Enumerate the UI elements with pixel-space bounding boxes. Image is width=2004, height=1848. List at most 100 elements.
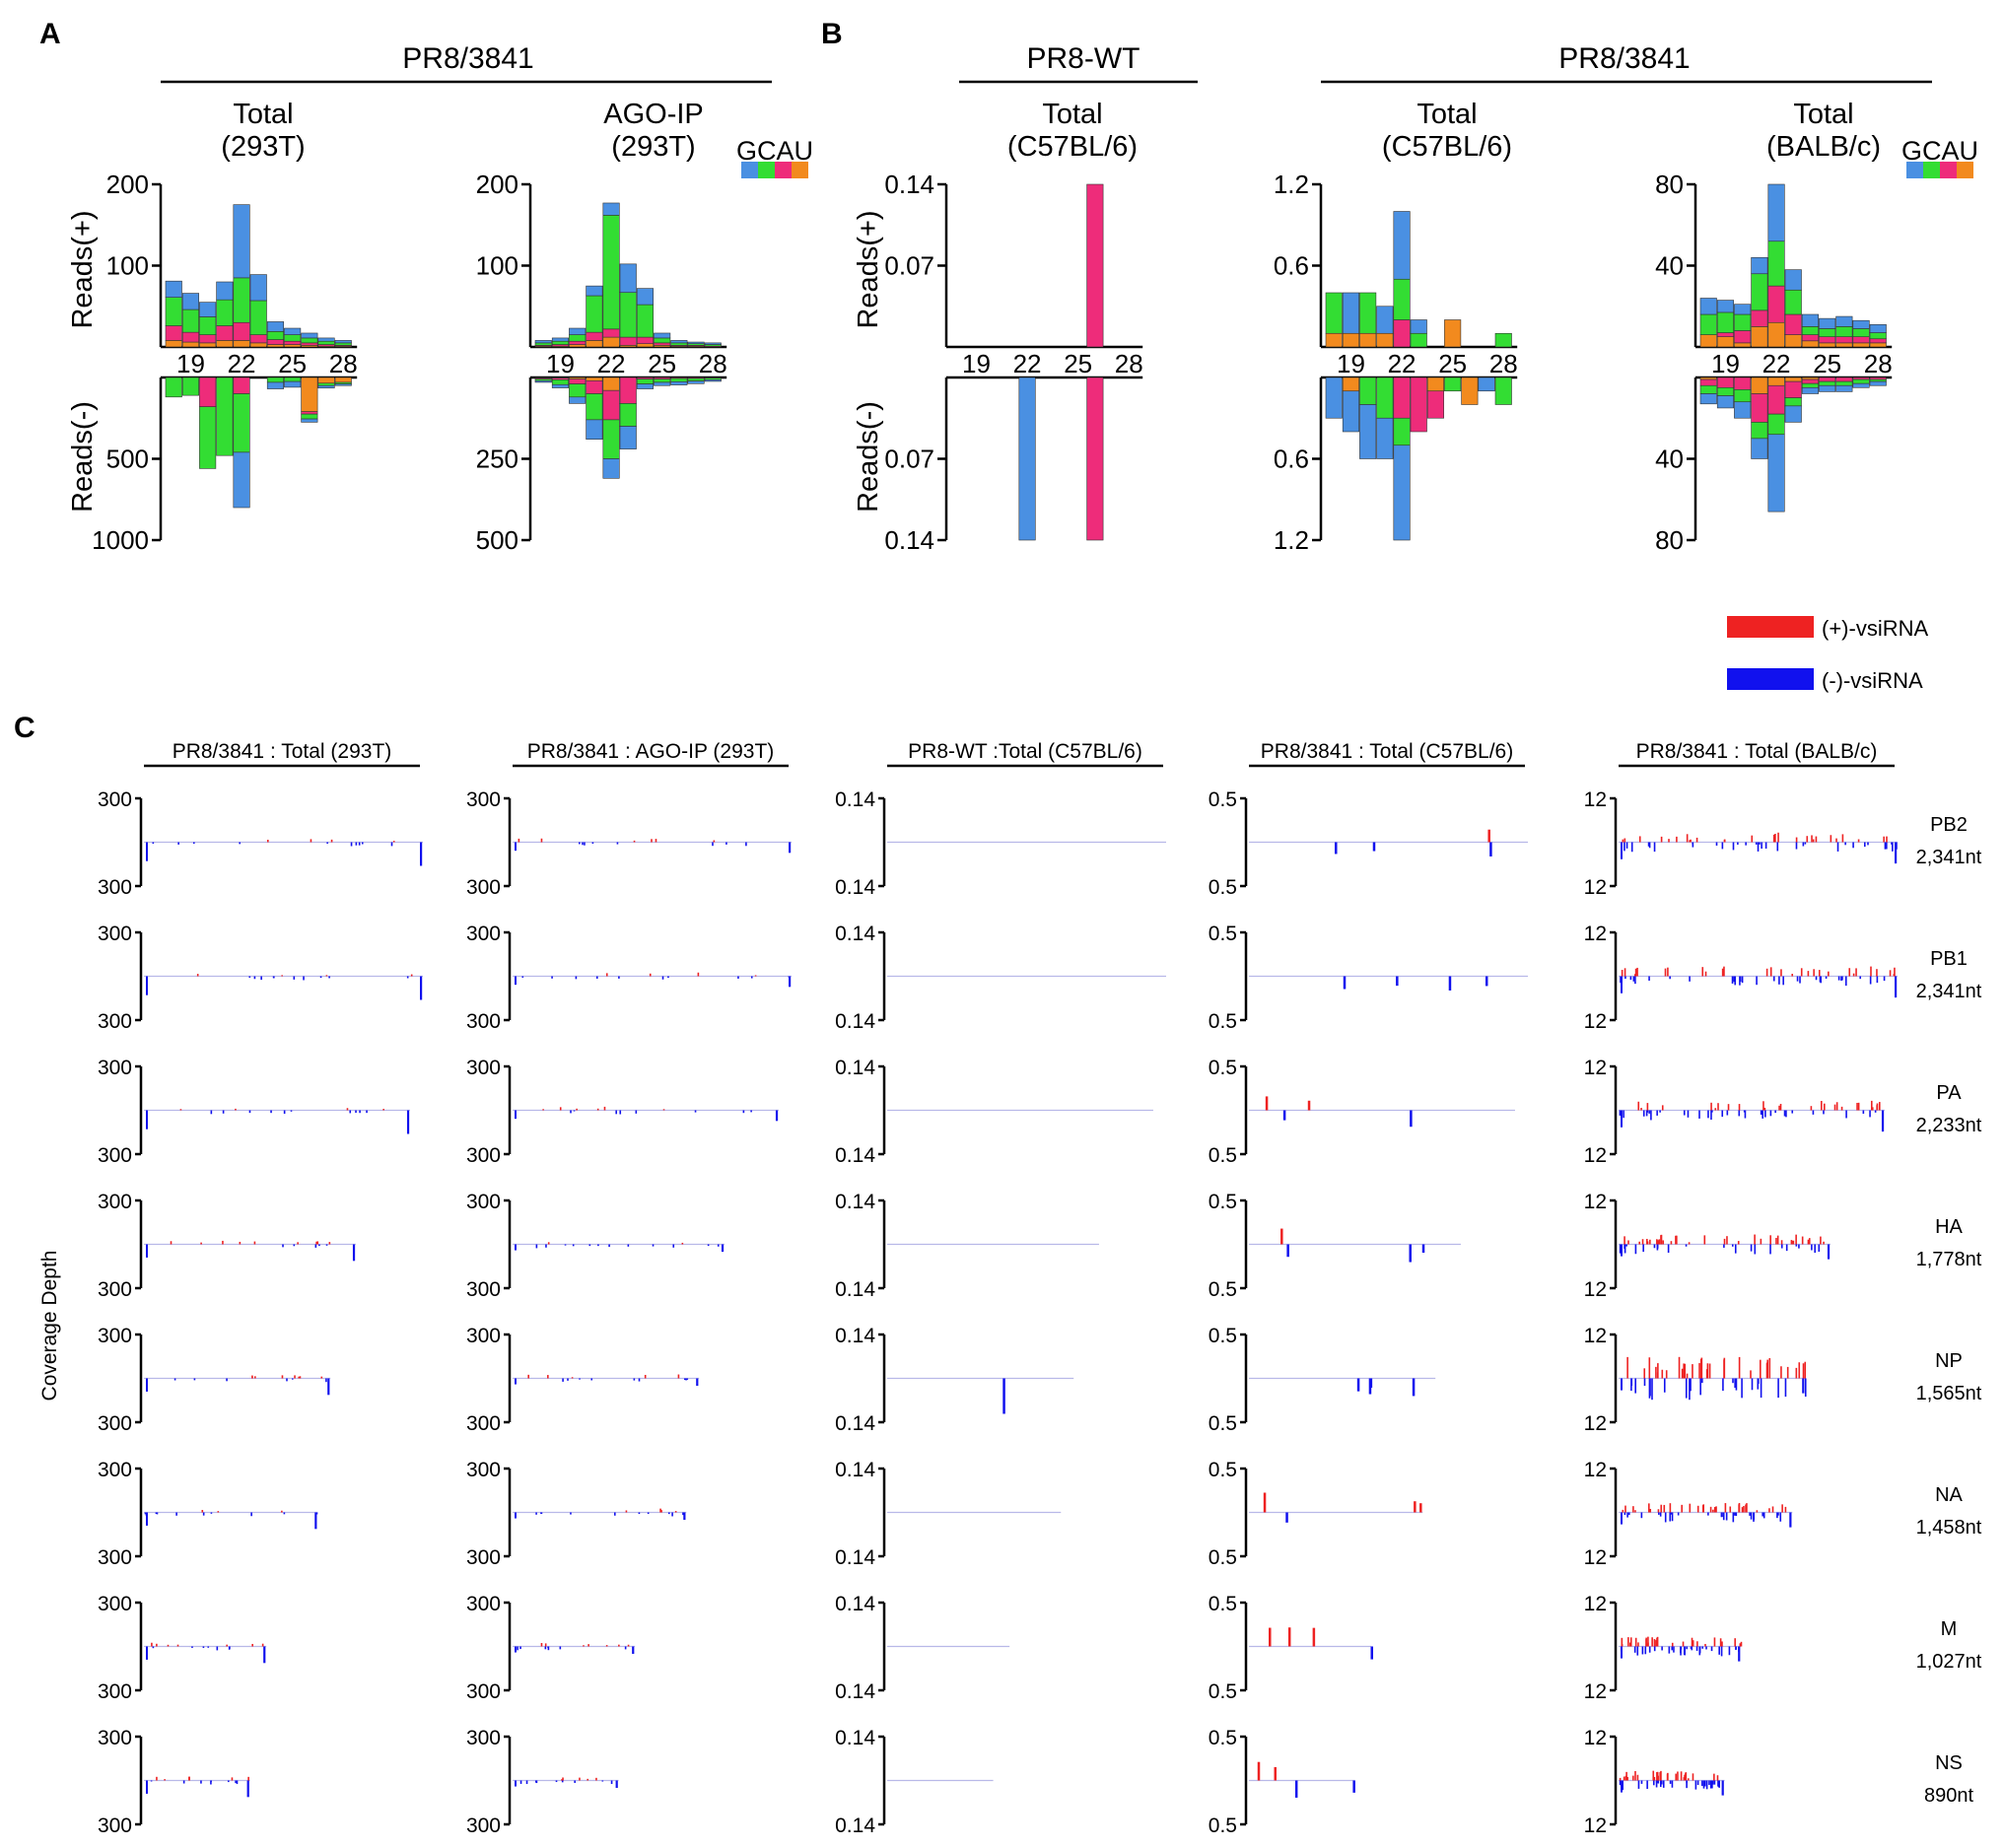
coverage-minus-spike — [1757, 842, 1760, 852]
hist-x-tick-label: 19 — [546, 349, 575, 378]
pos-bar-24-C — [636, 304, 655, 338]
coverage-minus-spike — [547, 1646, 549, 1648]
hist-x-tick-label: 28 — [1115, 349, 1143, 378]
coverage-plus-spike — [1688, 1242, 1691, 1245]
coverage-plus-spike — [603, 1106, 606, 1111]
pos-bar-22-A — [233, 321, 250, 341]
coverage-plus-spike — [1696, 1641, 1698, 1647]
neg-bar-28-G — [704, 379, 722, 382]
coverage-track-PB1: 0.5 0.5 — [1209, 923, 1528, 1033]
coverage-minus-spike — [1715, 842, 1718, 846]
coverage-minus-spike — [420, 842, 423, 866]
coverage-minus-spike — [1002, 1378, 1005, 1414]
coverage-minus-spike — [325, 1244, 328, 1246]
hist-x-tick-label: 19 — [1711, 349, 1740, 378]
coverage-plus-spike — [542, 1109, 544, 1111]
coverage-plus-spike — [235, 1108, 237, 1111]
neg-bar-22-G — [602, 458, 620, 479]
pos-bar-24-C — [1801, 326, 1819, 335]
coverage-plus-spike — [1632, 1775, 1634, 1781]
coverage-plus-spike — [1669, 1503, 1672, 1513]
plus-vsirna-swatch — [1727, 616, 1814, 638]
coverage-minus-spike — [207, 1646, 210, 1648]
pos-bar-22-A — [602, 328, 620, 338]
coverage-plus-spike — [1724, 1503, 1727, 1513]
coverage-minus-spike — [1648, 1110, 1650, 1114]
neg-bar-20-G — [569, 396, 587, 404]
pos-bar-22-U — [1767, 321, 1785, 348]
coverage-minus-spike — [144, 1512, 147, 1515]
neg-bar-19-G — [1716, 395, 1734, 409]
coverage-minus-spike — [328, 976, 330, 979]
coverage-plus-spike — [1894, 967, 1896, 977]
coverage-minus-spike — [1619, 1780, 1622, 1786]
coverage-tick-label-bottom: 12 — [1584, 1144, 1607, 1167]
coverage-minus-spike — [1701, 1646, 1703, 1649]
coverage-minus-spike — [1745, 842, 1747, 846]
pos-bar-22-U — [602, 336, 620, 348]
coverage-minus-spike — [1372, 842, 1376, 852]
coverage-plus-spike — [1738, 1104, 1741, 1111]
neg-bar-26-A — [1835, 376, 1853, 382]
coverage-plus-spike — [1870, 966, 1872, 977]
coverage-plus-spike — [1745, 1504, 1747, 1513]
coverage-minus-spike — [1623, 1110, 1624, 1119]
coverage-plus-spike — [167, 1644, 170, 1647]
coverage-plus-spike — [1815, 836, 1818, 843]
coverage-plus-spike — [1638, 836, 1641, 843]
coverage-plus-spike — [1648, 1503, 1650, 1513]
coverage-minus-spike — [547, 1646, 550, 1651]
coverage-minus-spike — [314, 1512, 317, 1530]
coverage-minus-spike — [789, 842, 792, 854]
coverage-minus-spike — [1356, 1378, 1360, 1392]
coverage-minus-spike — [584, 842, 586, 846]
hist-x-tick-label: 22 — [228, 349, 256, 378]
coverage-minus-spike — [1812, 1110, 1815, 1115]
neg-bar-22-A — [602, 389, 620, 421]
coverage-track-NA: 0.5 0.5 — [1209, 1459, 1423, 1569]
coverage-track-M: 0.5 0.5 — [1209, 1593, 1374, 1703]
coverage-minus-spike — [146, 1780, 148, 1794]
coverage-minus-spike — [1633, 1646, 1636, 1653]
coverage-plus-spike — [1660, 836, 1663, 843]
coverage-plus-spike — [1656, 1771, 1658, 1781]
coverage-plus-spike — [1723, 839, 1726, 843]
coverage-minus-spike — [647, 1512, 650, 1515]
coverage-minus-spike — [1643, 1378, 1646, 1387]
coverage-minus-spike — [210, 1780, 212, 1785]
coverage-minus-spike — [540, 1512, 543, 1514]
pos-bar-20-U — [1359, 332, 1377, 348]
coverage-minus-spike — [570, 1512, 572, 1515]
segment-name: NS — [1935, 1752, 1963, 1774]
hist-pos-tick-label: 80 — [1655, 170, 1684, 199]
coverage-plus-spike — [1772, 834, 1775, 843]
pos-bar-19-A — [181, 331, 199, 343]
coverage-minus-spike — [270, 1110, 272, 1114]
pos-bar-22-A — [1767, 285, 1785, 323]
coverage-minus-spike — [1634, 1378, 1636, 1394]
coverage-minus-spike — [1723, 1244, 1725, 1248]
pos-bar-21-G — [586, 285, 603, 297]
neg-bar-26-G — [1835, 384, 1853, 392]
coverage-minus-spike — [1732, 1378, 1734, 1384]
coverage-plus-spike — [1795, 1367, 1798, 1379]
coverage-minus-spike — [1750, 1244, 1753, 1252]
coverage-minus-spike — [573, 1110, 576, 1112]
neg-bar-21-G — [1376, 417, 1394, 459]
coverage-plus-spike — [1771, 1506, 1774, 1513]
coverage-tick-label-top: 0.14 — [835, 1057, 875, 1079]
coverage-plus-spike — [281, 975, 283, 977]
coverage-minus-spike — [248, 1110, 251, 1114]
coverage-plus-spike — [1677, 1771, 1679, 1781]
legend-swatch-C — [1923, 162, 1940, 178]
coverage-minus-spike — [1685, 1244, 1688, 1247]
coverage-plus-spike — [1765, 968, 1768, 977]
coverage-minus-spike — [1802, 842, 1805, 847]
coverage-plus-spike — [1823, 1103, 1826, 1111]
coverage-track-NP: 300 300 — [466, 1325, 700, 1435]
coverage-plus-spike — [315, 1241, 317, 1245]
coverage-minus-spike — [1711, 1780, 1714, 1785]
coverage-minus-spike — [326, 842, 328, 844]
coverage-minus-spike — [1640, 1780, 1643, 1784]
coverage-minus-spike — [696, 1378, 699, 1387]
